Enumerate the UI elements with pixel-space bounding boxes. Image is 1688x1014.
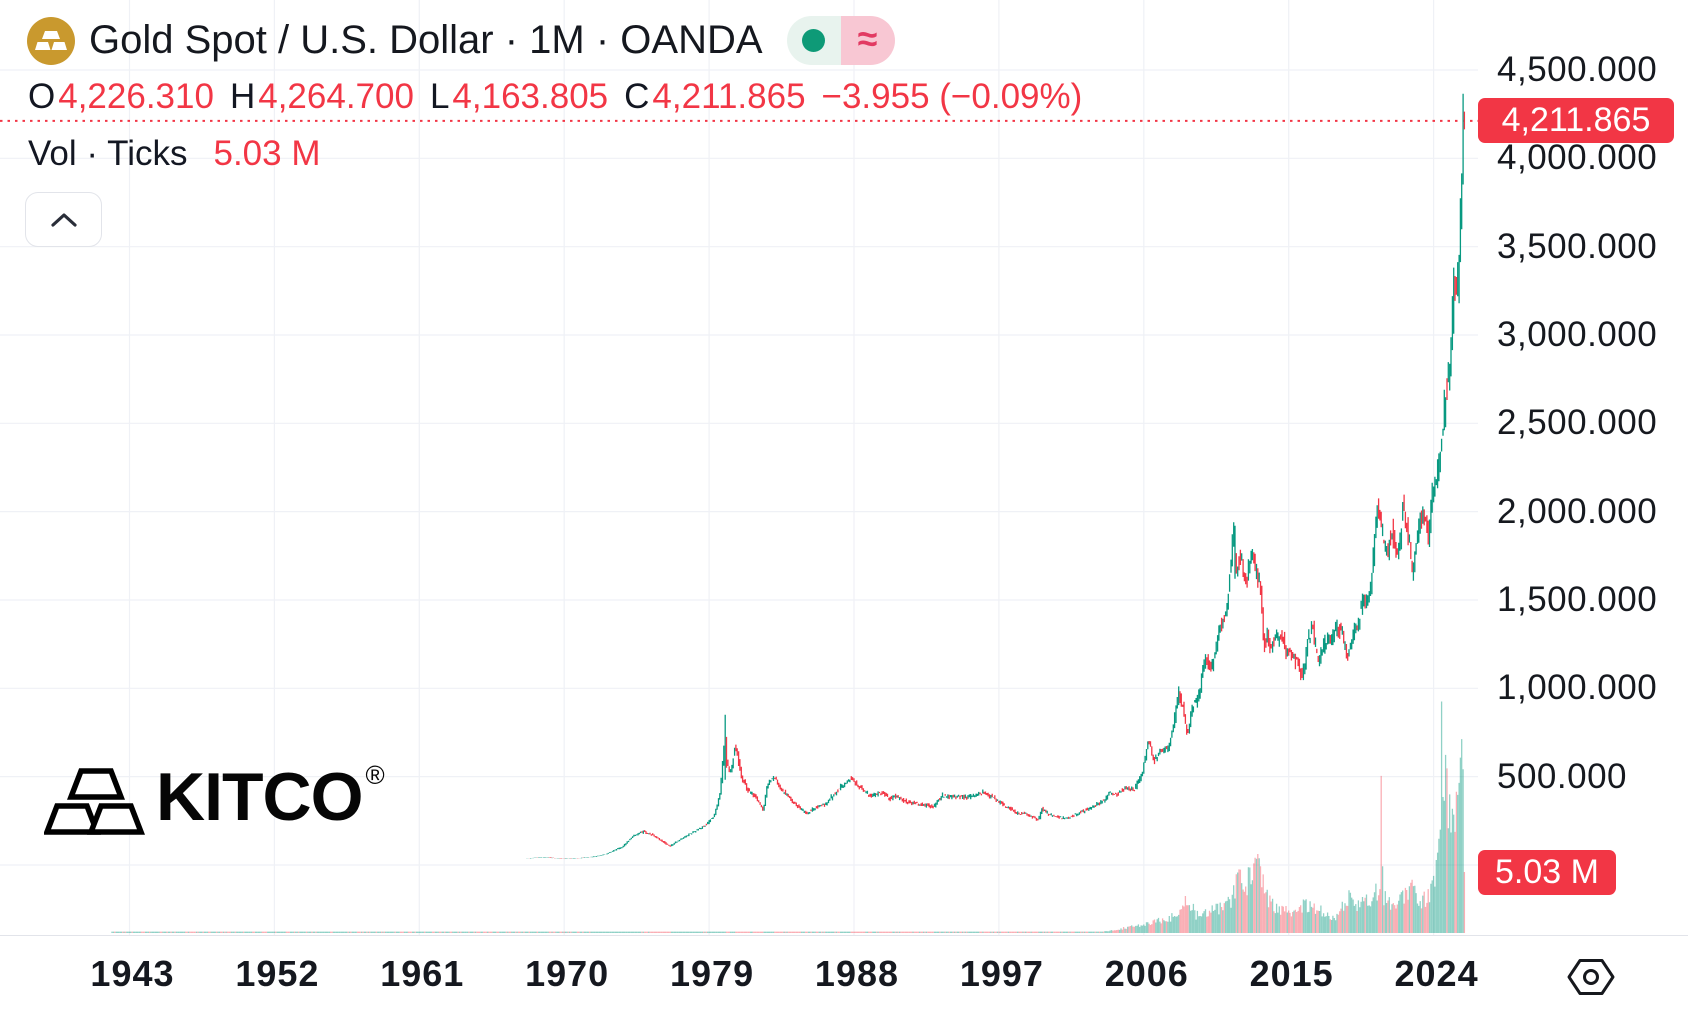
- low-label: L: [429, 77, 450, 116]
- market-open-dot-icon: [802, 29, 826, 52]
- chart-settings-button[interactable]: [1566, 956, 1616, 998]
- price-axis-label: 3,000.000: [1497, 314, 1658, 354]
- price-axis-label: 2,000.000: [1497, 491, 1658, 531]
- hexagon-settings-icon: [1567, 959, 1615, 995]
- volume-row: Vol · Ticks 5.03 M: [28, 136, 320, 172]
- volume-badge: 5.03 M: [1478, 849, 1616, 895]
- time-axis-label: 2024: [1394, 953, 1479, 994]
- price-axis-label: 3,500.000: [1497, 226, 1658, 266]
- approx-icon: ≈: [857, 17, 878, 59]
- volume-bars-down: [114, 768, 1466, 933]
- price-axis-label: 4,000.000: [1497, 138, 1658, 178]
- close-label: C: [624, 77, 650, 116]
- time-axis-label: 1979: [670, 953, 755, 994]
- chevron-up-icon: [50, 212, 77, 227]
- market-open-pill[interactable]: [786, 16, 841, 65]
- time-axis-label: 1988: [814, 953, 900, 994]
- symbol-header: Gold Spot / U.S. Dollar · 1M · OANDA ≈: [27, 16, 895, 65]
- grid-lines: [0, 0, 1478, 935]
- last-price-badge: 4,211.865: [1478, 98, 1674, 144]
- high-value: 4,264.700: [258, 77, 414, 116]
- price-axis-label: 2,500.000: [1497, 403, 1658, 443]
- time-axis-separator: [0, 935, 1688, 937]
- price-axis-label: 1,500.000: [1497, 579, 1658, 619]
- high-label: H: [229, 77, 256, 116]
- open-label: O: [28, 77, 56, 116]
- price-axis-label: 4,500.000: [1497, 50, 1658, 89]
- close-value: 4,211.865: [652, 77, 806, 116]
- kitco-logo-text: KITCO: [156, 759, 364, 835]
- time-axis-label: 2006: [1104, 953, 1189, 994]
- kitco-gold-coin-icon: [27, 16, 75, 65]
- approx-data-pill[interactable]: ≈: [840, 16, 895, 65]
- time-axis-label: 1952: [235, 953, 320, 994]
- time-axis-label: 1943: [90, 953, 175, 994]
- price-axis-label: 1,000.000: [1497, 668, 1658, 708]
- change-value: −3.955 (−0.09%): [821, 77, 1083, 116]
- kitco-watermark: KITCO ®: [44, 759, 385, 838]
- volume-value: 5.03 M: [213, 134, 321, 173]
- volume-label: Vol · Ticks: [28, 134, 188, 173]
- price-axis-label: 500.000: [1497, 756, 1628, 796]
- time-axis-label: 2015: [1249, 953, 1334, 994]
- candles-down: [528, 111, 1466, 859]
- low-value: 4,163.805: [452, 77, 609, 116]
- kitco-gold-bars-icon: [44, 768, 146, 835]
- price-axis[interactable]: 4,500.000 4,000.000 3,500.000 3,000.000 2,50…: [1478, 0, 1688, 935]
- ohlc-row: O4,226.310 H4,264.700 L4,163.805 C4,211.865…: [28, 79, 1082, 115]
- time-axis[interactable]: 1943 1952 1961 1970 1979 1988 1997 2006 2015 2024: [0, 936, 1688, 1014]
- time-axis-label: 1997: [959, 953, 1044, 994]
- volume-bars-up: [111, 701, 1464, 933]
- time-axis-label: 1970: [525, 953, 610, 994]
- symbol-title[interactable]: Gold Spot / U.S. Dollar · 1M · OANDA: [89, 18, 763, 62]
- open-value: 4,226.310: [58, 77, 214, 116]
- legend-collapse-button[interactable]: [25, 192, 102, 247]
- market-status-pills[interactable]: ≈: [786, 16, 895, 65]
- registered-mark: ®: [365, 760, 385, 790]
- time-axis-label: 1961: [380, 953, 465, 994]
- candles-up: [524, 93, 1464, 859]
